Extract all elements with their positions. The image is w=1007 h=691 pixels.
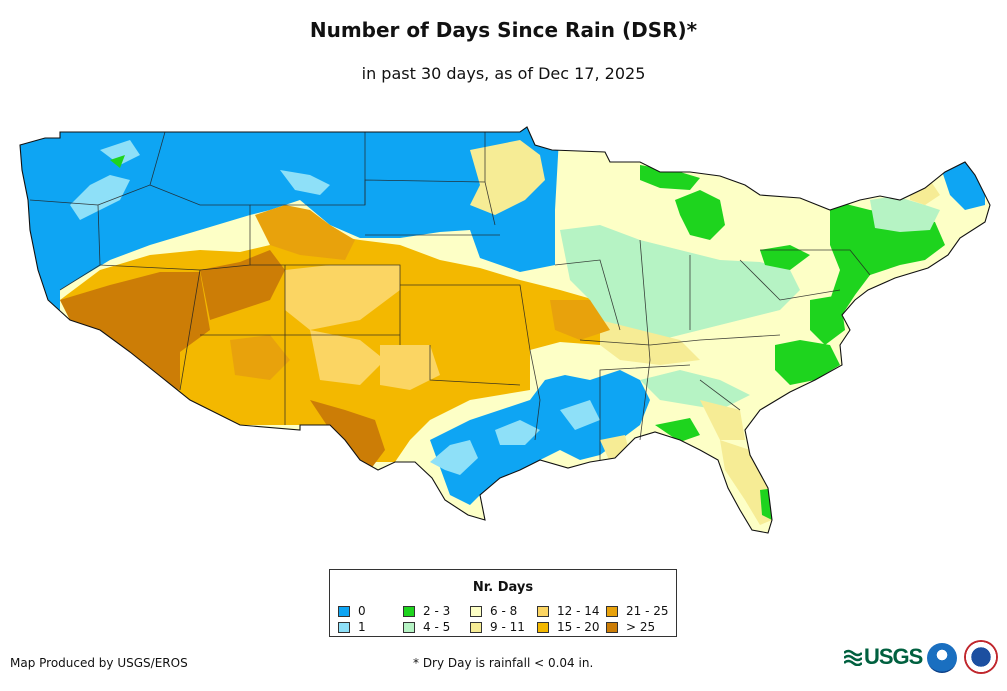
legend-swatch	[537, 622, 549, 633]
legend-title: Nr. Days	[472, 580, 534, 595]
legend-label: 1	[358, 620, 366, 634]
legend-item: 9 - 11	[470, 620, 525, 634]
map-subtitle: in past 30 days, as of Dec 17, 2025	[361, 64, 646, 83]
legend-swatch	[403, 606, 415, 617]
legend-swatch	[606, 606, 618, 617]
legend-label: 9 - 11	[490, 620, 525, 634]
legend-swatch	[606, 622, 618, 633]
legend-item: 15 - 20	[537, 620, 600, 634]
map-title: Number of Days Since Rain (DSR)*	[309, 18, 698, 42]
legend-swatch	[470, 606, 482, 617]
legend-item: 6 - 8	[470, 604, 517, 618]
dry-day-footnote: * Dry Day is rainfall < 0.04 in.	[413, 656, 594, 670]
legend-item: > 25	[606, 620, 655, 634]
usgs-logo: USGS	[844, 644, 923, 670]
noaa-logo	[927, 643, 957, 673]
legend-label: 21 - 25	[626, 604, 669, 618]
legend-swatch	[338, 622, 350, 633]
legend-label: 4 - 5	[423, 620, 451, 634]
us-dsr-map	[19, 126, 991, 534]
legend-swatch	[537, 606, 549, 617]
legend-item: 12 - 14	[537, 604, 600, 618]
usgs-waves-icon	[844, 649, 862, 666]
legend-item: 4 - 5	[403, 620, 450, 634]
legend-label: 15 - 20	[557, 620, 600, 634]
legend-item: 1	[338, 620, 366, 634]
legend-item: 2 - 3	[403, 604, 450, 618]
legend-label: 0	[358, 604, 366, 618]
legend-item: 21 - 25	[606, 604, 669, 618]
legend-label: > 25	[626, 620, 656, 634]
nws-logo	[964, 640, 998, 674]
usgs-logo-text: USGS	[864, 644, 923, 669]
legend-swatch	[403, 622, 415, 633]
map-producer-credit: Map Produced by USGS/EROS	[10, 656, 188, 670]
legend-item: 0	[338, 604, 366, 618]
legend-label: 6 - 8	[490, 604, 518, 618]
legend-label: 2 - 3	[423, 604, 451, 618]
legend-swatch	[338, 606, 350, 617]
legend: Nr. Days 0 1 2 - 3 4 - 5 6 - 8 9 - 11 12…	[329, 569, 677, 637]
legend-label: 12 - 14	[557, 604, 600, 618]
legend-swatch	[470, 622, 482, 633]
